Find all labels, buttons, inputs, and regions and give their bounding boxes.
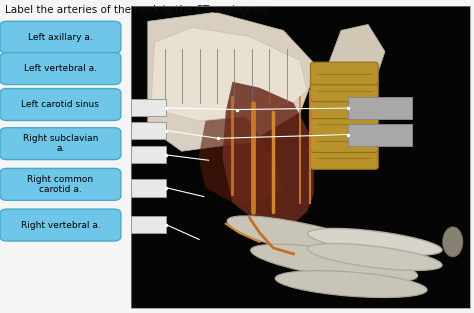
FancyBboxPatch shape xyxy=(131,122,166,139)
FancyBboxPatch shape xyxy=(0,128,121,160)
FancyBboxPatch shape xyxy=(0,168,121,200)
Text: Left vertebral a.: Left vertebral a. xyxy=(24,64,97,73)
FancyBboxPatch shape xyxy=(131,99,166,116)
FancyBboxPatch shape xyxy=(348,124,412,146)
Text: Left axillary a.: Left axillary a. xyxy=(28,33,93,42)
Text: Right vertebral a.: Right vertebral a. xyxy=(20,221,100,229)
FancyBboxPatch shape xyxy=(131,179,166,197)
Text: Right common
carotid a.: Right common carotid a. xyxy=(27,175,93,194)
Text: Left carotid sinus: Left carotid sinus xyxy=(21,100,100,109)
FancyBboxPatch shape xyxy=(348,97,412,119)
FancyBboxPatch shape xyxy=(0,209,121,241)
FancyBboxPatch shape xyxy=(131,146,166,163)
FancyBboxPatch shape xyxy=(131,216,166,233)
Text: Right subclavian
a.: Right subclavian a. xyxy=(23,134,98,153)
FancyBboxPatch shape xyxy=(0,89,121,121)
FancyBboxPatch shape xyxy=(0,53,121,85)
Text: Label the arteries of the neck in the CT angiogram.: Label the arteries of the neck in the CT… xyxy=(5,5,272,15)
FancyBboxPatch shape xyxy=(0,21,121,53)
